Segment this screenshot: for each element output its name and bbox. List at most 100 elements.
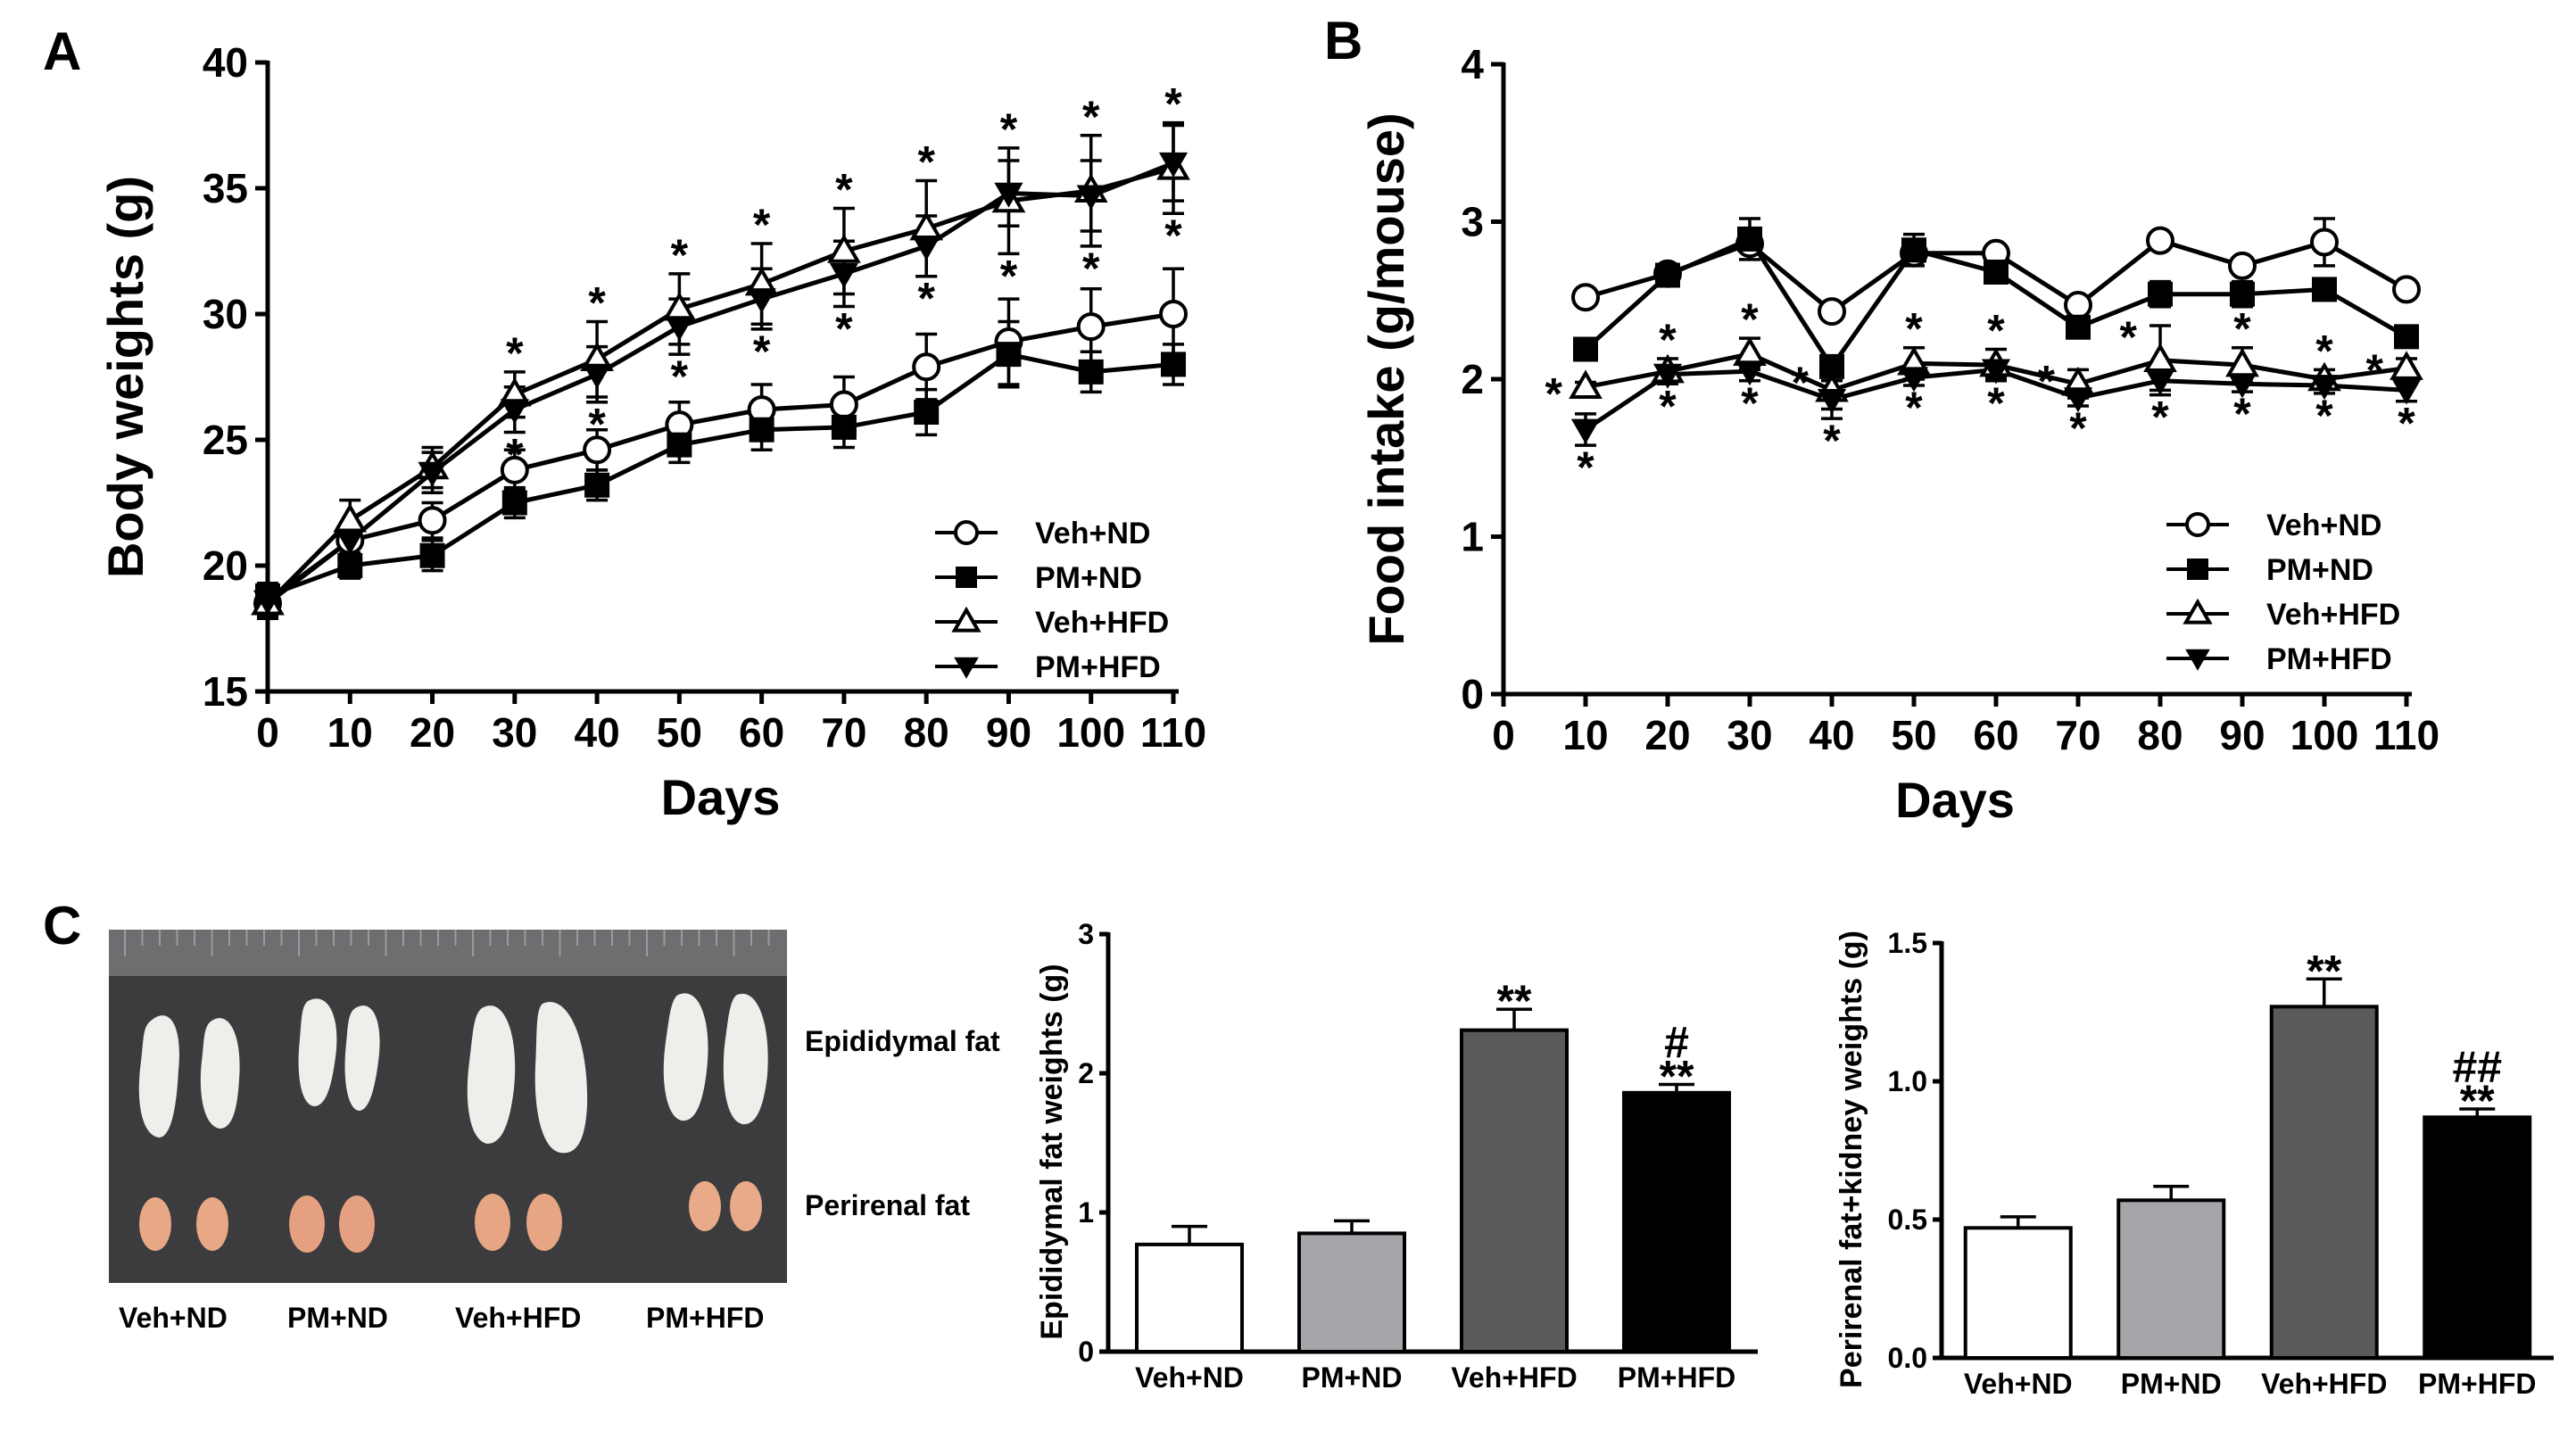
legend-marker-veh-nd	[954, 520, 979, 545]
y-tick-label-1-5: 1.5	[1888, 927, 1927, 959]
significance-mark-veh-hfd: **	[2307, 946, 2341, 996]
body-weight-chart: 15 20 25 30 35 40 0 10 20 30 40 50 60 70 80 90 100 110 Day…	[97, 39, 1206, 825]
photo-group-label-veh-nd: Veh+ND	[119, 1302, 228, 1334]
marker-pm-hfd	[665, 316, 694, 342]
kidney-2b	[339, 1196, 375, 1253]
significance-star: *	[1987, 305, 2005, 355]
perirenal-fat-pads	[139, 1181, 762, 1253]
marker-pm-nd	[584, 472, 610, 498]
marker-veh-nd	[912, 352, 941, 382]
bar-pm-nd	[1297, 1231, 1406, 1354]
marker-pm-hfd	[253, 590, 283, 616]
legend-marker-pm-nd	[956, 567, 977, 588]
marker-pm-hfd	[500, 399, 529, 425]
photo-group-label-pm-nd: PM+ND	[287, 1302, 388, 1334]
x-tick-label-70: 70	[2055, 712, 2100, 758]
significance-star: *	[2151, 393, 2169, 443]
x-tick-label-100: 100	[2290, 712, 2359, 758]
x-tick-label-60: 60	[1973, 712, 2018, 758]
x-tick-label-10: 10	[327, 709, 373, 756]
fat-pad-1b	[200, 1018, 240, 1129]
significance-star: *	[1000, 104, 1018, 154]
x-tick-label-50: 50	[657, 709, 702, 756]
marker-pm-hfd	[1981, 359, 2011, 385]
x-tick-label-10: 10	[1562, 712, 1608, 758]
marker-veh-hfd	[2143, 343, 2177, 373]
significance-star: *	[1823, 416, 1841, 466]
significance-star: *	[835, 165, 853, 215]
legend-marker-veh-nd	[2185, 512, 2210, 537]
marker-veh-hfd	[1569, 369, 1603, 400]
significance-star: *	[2233, 304, 2251, 354]
bar-pm-nd	[2116, 1198, 2226, 1361]
x-tick-label-100: 100	[1056, 709, 1125, 756]
marker-pm-hfd	[829, 262, 859, 288]
y-tick-label-3: 3	[1461, 199, 1484, 245]
significance-star: *	[1741, 294, 1759, 344]
x-tick-label-0: 0	[1492, 712, 1515, 758]
significance-star: *	[2120, 312, 2138, 362]
x-tick-label-80: 80	[2137, 712, 2183, 758]
photo-label-epididymal: Epididymal fat	[805, 1025, 1000, 1057]
x-tick-label-20: 20	[1644, 712, 1690, 758]
significance-star: *	[753, 200, 771, 250]
marker-pm-nd	[1737, 226, 1762, 252]
kidney-4a	[689, 1181, 721, 1231]
significance-star: *	[1741, 378, 1759, 428]
y-tick-label-4: 4	[1461, 41, 1484, 87]
x-tick-label-30: 30	[492, 709, 537, 756]
bar-veh-nd	[1963, 1226, 2073, 1361]
marker-pm-nd	[749, 417, 774, 443]
marker-veh-hfd	[827, 234, 861, 263]
x-tick-label-pm-hfd: PM+HFD	[2418, 1368, 2536, 1400]
marker-veh-hfd	[333, 502, 368, 533]
kidney-3a	[475, 1194, 510, 1251]
marker-veh-nd	[583, 435, 612, 465]
y-tick-label-2: 2	[1461, 356, 1484, 402]
significance-star: *	[671, 230, 689, 280]
marker-pm-nd	[1655, 262, 1680, 288]
marker-pm-hfd	[335, 529, 365, 555]
x-tick-label-50: 50	[1891, 712, 1936, 758]
marker-pm-hfd	[2063, 387, 2093, 413]
marker-pm-hfd	[1817, 389, 1847, 415]
marker-pm-nd	[2148, 281, 2173, 307]
photo-group-label-pm-hfd: PM+HFD	[646, 1302, 764, 1334]
x-tick-label-veh-hfd: Veh+HFD	[1451, 1361, 1577, 1394]
y-tick-label-0-0: 0.0	[1888, 1342, 1927, 1374]
fat-tissue-photo: Epididymal fat Perirenal fat Veh+ND PM+N…	[109, 930, 1000, 1334]
marker-pm-nd	[419, 542, 445, 568]
y-tick-label-35: 35	[203, 165, 248, 211]
y-tick-label-0: 0	[1461, 671, 1484, 717]
y-tick-label-3: 3	[1078, 918, 1094, 950]
legend-marker-pm-hfd	[2185, 649, 2210, 671]
marker-pm-nd	[996, 342, 1022, 368]
marker-pm-nd	[2312, 277, 2337, 302]
marker-pm-nd	[1161, 352, 1186, 377]
marker-pm-hfd	[582, 363, 612, 389]
legend-marker-veh-hfd	[951, 606, 982, 633]
marker-pm-nd	[831, 414, 857, 440]
x-tick-label-0: 0	[256, 709, 279, 756]
y-tick-label-0-5: 0.5	[1888, 1204, 1927, 1236]
legend-label-pm-nd: PM+ND	[1035, 561, 1142, 595]
y-axis-title: Epididymal fat weights (g)	[1035, 964, 1069, 1339]
marker-veh-hfd	[2390, 351, 2423, 380]
marker-veh-nd	[1076, 312, 1106, 342]
significance-mark-veh-hfd: **	[1497, 976, 1532, 1026]
significance-star: *	[1082, 244, 1100, 294]
perirenal-fat-bar-chart: 0.0 0.5 1.0 1.5 Perirenal fat+kidney weights…	[1835, 927, 2554, 1400]
significance-star: *	[2233, 389, 2251, 439]
x-tick-label-veh-hfd: Veh+HFD	[2261, 1368, 2387, 1400]
panel-letter-a: A	[43, 21, 81, 81]
epididymal-fat-bar-chart: 0 1 2 3 Epididymal fat weights (g) Veh+ND PM+N…	[1035, 918, 1758, 1394]
significance-star: *	[1905, 304, 1923, 354]
y-tick-label-1: 1	[1078, 1196, 1094, 1229]
marker-pm-hfd	[747, 288, 776, 314]
fat-pad-2a	[298, 998, 337, 1106]
legend-label-pm-nd: PM+ND	[2266, 553, 2373, 587]
panel-letter-c: C	[43, 896, 81, 956]
series-line-pm-hfd	[266, 161, 1174, 603]
significance-mark-pm-hfd: #	[1664, 1017, 1689, 1067]
